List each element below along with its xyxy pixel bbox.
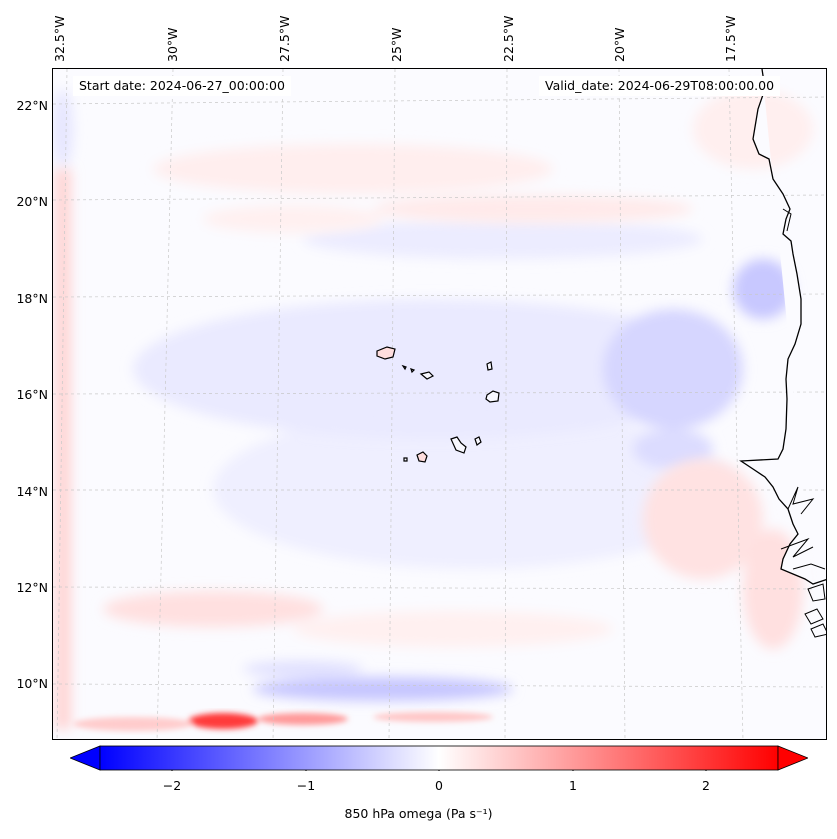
colorbar-extend-max xyxy=(777,745,810,771)
lat-label-22n: 22°N xyxy=(16,98,48,113)
colorbar-tick-neg1: −1 xyxy=(296,778,316,793)
valid-date-label: Valid_date: 2024-06-29T08:00:00.00 xyxy=(539,76,781,96)
lon-label-22-5w: 22.5°W xyxy=(501,15,516,62)
lon-label-32-5w: 32.5°W xyxy=(52,15,67,62)
negative-omega-regions xyxy=(53,89,793,701)
cape-verde-islands xyxy=(376,346,500,463)
colorbar-label: 850 hPa omega (Pa s⁻¹) xyxy=(344,806,493,821)
strong-positive-band xyxy=(73,712,493,731)
lon-label-25w: 25°W xyxy=(389,27,404,62)
gambia-guinea-detail xyxy=(780,208,826,638)
omega-field xyxy=(53,69,826,739)
colorbar-tick-2: 2 xyxy=(702,778,710,793)
lat-label-14n: 14°N xyxy=(16,484,48,499)
graticule xyxy=(53,69,826,739)
colorbar-tick-neg2: −2 xyxy=(162,778,182,793)
positive-omega-regions xyxy=(55,89,813,729)
lat-label-10n: 10°N xyxy=(16,676,48,691)
lon-label-20w: 20°W xyxy=(612,27,627,62)
lat-label-20n: 20°N xyxy=(16,194,48,209)
colorbar-extend-min xyxy=(68,745,101,771)
map-panel xyxy=(52,68,827,740)
start-date-label: Start date: 2024-06-27_00:00:00 xyxy=(73,76,291,96)
lat-label-12n: 12°N xyxy=(16,580,48,595)
colorbar-tick-1: 1 xyxy=(569,778,577,793)
colorbar-tick-0: 0 xyxy=(435,778,443,793)
lon-label-30w: 30°W xyxy=(165,27,180,62)
lat-label-16n: 16°N xyxy=(16,387,48,402)
africa-coastline xyxy=(739,69,826,721)
lon-label-27-5w: 27.5°W xyxy=(277,15,292,62)
colorbar-gradient xyxy=(99,745,779,771)
colorbar xyxy=(68,745,810,774)
lat-label-18n: 18°N xyxy=(16,291,48,306)
lon-label-17-5w: 17.5°W xyxy=(723,15,738,62)
